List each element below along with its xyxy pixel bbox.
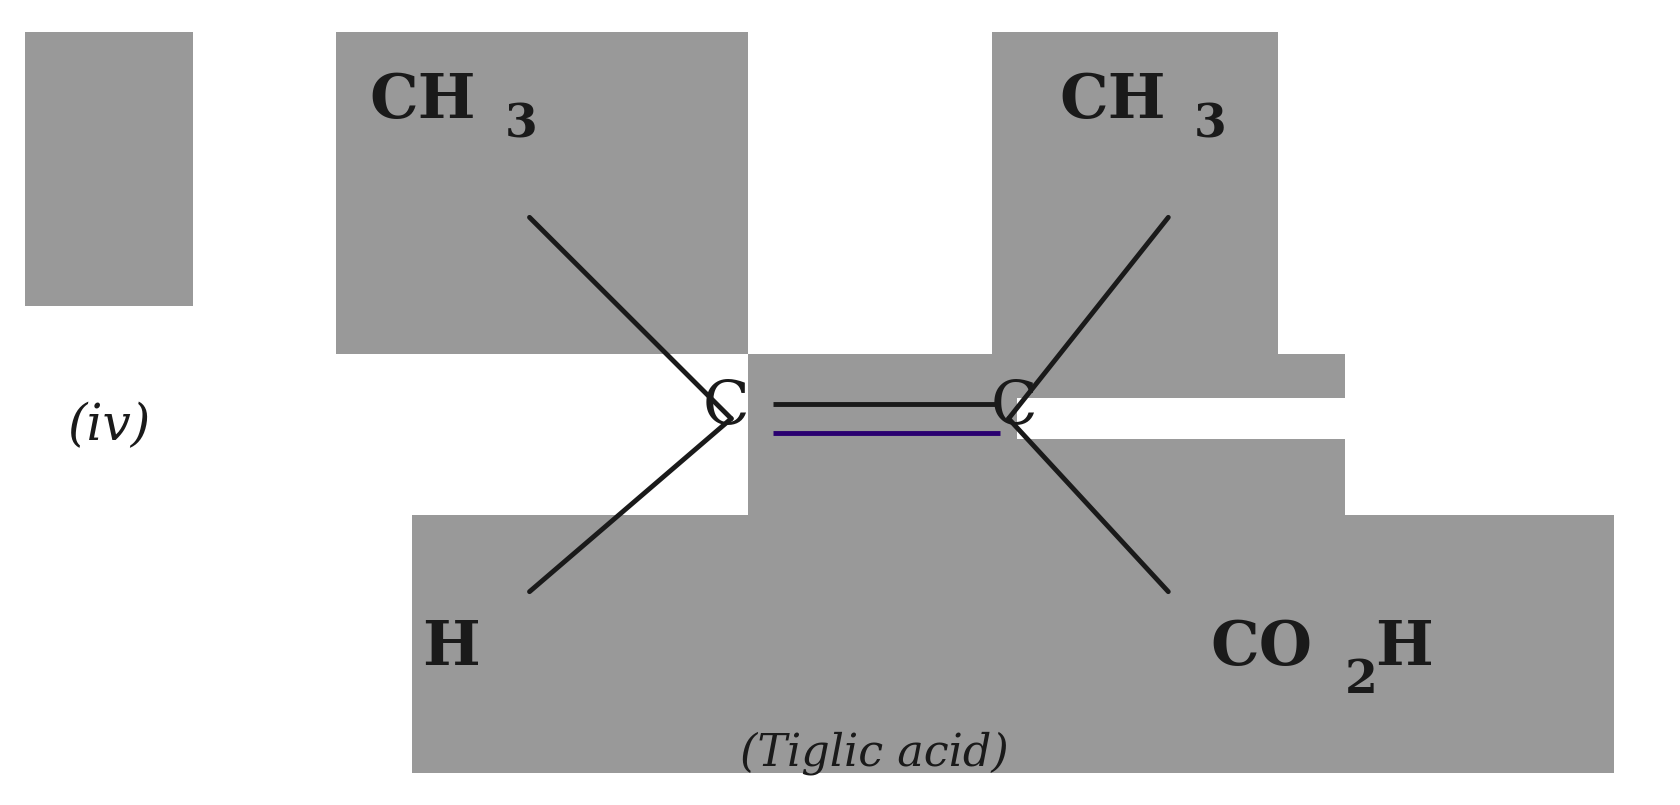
Polygon shape <box>1016 398 1378 439</box>
Text: CO: CO <box>1210 618 1312 678</box>
Polygon shape <box>412 354 1613 773</box>
Text: (iv): (iv) <box>67 402 151 452</box>
Text: CH: CH <box>1058 71 1164 130</box>
Text: 3: 3 <box>1193 101 1225 148</box>
Text: H: H <box>422 618 479 678</box>
Text: (Tiglic acid): (Tiglic acid) <box>739 731 1008 774</box>
Text: 3: 3 <box>504 101 536 148</box>
Text: CH: CH <box>370 71 475 130</box>
Polygon shape <box>991 32 1277 354</box>
Text: 2: 2 <box>1344 657 1378 704</box>
Polygon shape <box>25 32 193 306</box>
Polygon shape <box>336 32 748 354</box>
Text: C: C <box>702 377 749 436</box>
Text: H: H <box>1374 618 1431 678</box>
Text: C: C <box>990 377 1037 436</box>
